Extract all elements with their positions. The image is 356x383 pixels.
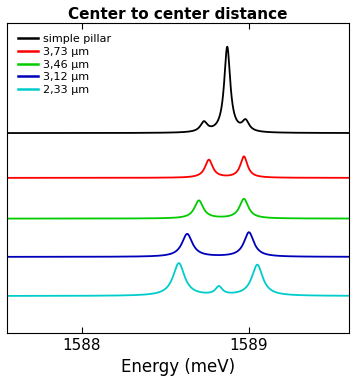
- X-axis label: Energy (meV): Energy (meV): [121, 358, 235, 376]
- Legend: simple pillar, 3,73 μm, 3,46 μm, 3,12 μm, 2,33 μm: simple pillar, 3,73 μm, 3,46 μm, 3,12 μm…: [16, 32, 113, 97]
- Title: Center to center distance: Center to center distance: [68, 7, 288, 22]
